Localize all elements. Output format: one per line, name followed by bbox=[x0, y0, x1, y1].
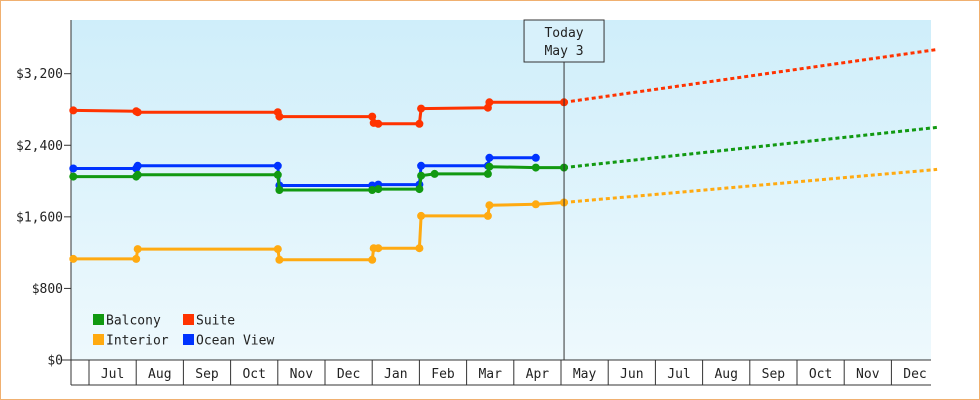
data-point-balcony bbox=[368, 186, 377, 194]
data-point-ocean-view bbox=[69, 164, 78, 173]
data-point-balcony bbox=[275, 186, 284, 194]
y-tick-label: $0 bbox=[47, 354, 63, 369]
data-point-interior bbox=[483, 211, 492, 220]
data-point-balcony bbox=[133, 170, 142, 179]
data-point-suite bbox=[368, 112, 377, 121]
data-point-ocean-view bbox=[273, 161, 282, 170]
legend-swatch-interior bbox=[93, 334, 104, 345]
y-tick-label: $2,400 bbox=[16, 139, 63, 154]
data-point-ocean-view bbox=[531, 153, 540, 162]
data-point-balcony bbox=[415, 185, 424, 194]
data-point-balcony bbox=[485, 162, 494, 171]
data-point-suite bbox=[275, 112, 284, 121]
legend: Balcony Suite Interior Ocean View bbox=[93, 314, 274, 349]
x-axis: Jul Aug Sep Oct Nov Dec Jan Feb Mar Apr May Jun Jul A… bbox=[70, 360, 931, 386]
data-point-suite bbox=[417, 104, 426, 113]
month-label: Aug bbox=[714, 367, 737, 382]
month-label: Sep bbox=[762, 367, 786, 382]
month-label: Nov bbox=[290, 367, 314, 382]
data-point-interior bbox=[485, 201, 494, 210]
series-lines bbox=[69, 48, 938, 264]
month-label: May bbox=[573, 367, 597, 382]
legend-label-suite: Suite bbox=[196, 314, 235, 329]
data-point-ocean-view bbox=[133, 161, 142, 170]
data-point-interior bbox=[69, 254, 78, 263]
data-point-balcony bbox=[430, 169, 439, 178]
data-point-ocean-view bbox=[417, 161, 426, 170]
data-point-balcony bbox=[417, 171, 426, 180]
legend-swatch-ocean-view bbox=[183, 334, 194, 345]
data-point-suite bbox=[374, 119, 383, 128]
y-tick-label: $1,600 bbox=[16, 210, 63, 225]
month-label: Nov bbox=[856, 367, 880, 382]
month-label: Jun bbox=[620, 367, 643, 382]
data-point-interior bbox=[374, 244, 383, 253]
legend-label-ocean-view: Ocean View bbox=[196, 334, 274, 349]
data-point-balcony bbox=[483, 169, 492, 178]
today-date: May 3 bbox=[544, 44, 583, 59]
data-point-balcony bbox=[273, 170, 282, 179]
data-point-interior bbox=[133, 245, 142, 254]
data-point-interior bbox=[368, 255, 377, 264]
month-label: Jan bbox=[384, 367, 407, 382]
today-marker: Today May 3 bbox=[523, 19, 605, 360]
data-point-balcony bbox=[374, 185, 383, 194]
legend-swatch-balcony bbox=[93, 314, 104, 325]
month-label: Jul bbox=[101, 367, 124, 382]
legend-label-interior: Interior bbox=[106, 334, 169, 349]
data-point-suite bbox=[415, 119, 424, 128]
data-point-interior bbox=[132, 254, 141, 263]
data-point-interior bbox=[531, 200, 540, 209]
data-point-interior bbox=[417, 211, 426, 220]
y-tick-label: $800 bbox=[32, 282, 63, 297]
today-label: Today bbox=[544, 26, 583, 41]
data-point-suite bbox=[133, 108, 142, 117]
month-label: Jul bbox=[667, 367, 690, 382]
data-point-interior bbox=[275, 255, 284, 264]
month-label: Dec bbox=[337, 367, 360, 382]
data-point-suite bbox=[485, 98, 494, 107]
month-label: Mar bbox=[478, 367, 502, 382]
plot-background bbox=[71, 20, 931, 360]
data-point-ocean-view bbox=[485, 153, 494, 162]
month-label: Aug bbox=[148, 367, 171, 382]
month-label: Apr bbox=[526, 367, 550, 382]
data-point-interior bbox=[415, 244, 424, 253]
data-point-interior bbox=[273, 245, 282, 254]
month-label: Oct bbox=[242, 367, 265, 382]
month-label: Oct bbox=[809, 367, 832, 382]
y-axis: $0 $800 $1,600 $2,400 $3,200 bbox=[16, 20, 931, 369]
month-label: Dec bbox=[903, 367, 926, 382]
legend-label-balcony: Balcony bbox=[106, 314, 161, 329]
today-box bbox=[523, 19, 605, 63]
y-tick-label: $3,200 bbox=[16, 67, 63, 82]
month-label: Feb bbox=[431, 367, 455, 382]
data-point-balcony bbox=[69, 172, 78, 181]
data-point-balcony bbox=[531, 163, 540, 172]
month-label: Sep bbox=[195, 367, 219, 382]
data-point-suite bbox=[69, 106, 78, 115]
legend-swatch-suite bbox=[183, 314, 194, 325]
